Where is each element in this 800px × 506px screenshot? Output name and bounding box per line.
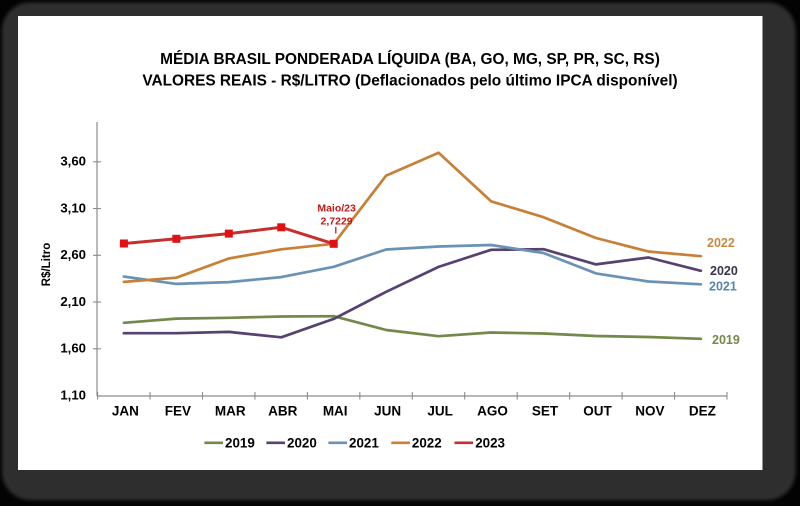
svg-text:VALORES REAIS - R$/LITRO (Defl: VALORES REAIS - R$/LITRO (Deflacionados … (142, 72, 677, 89)
svg-text:2020: 2020 (710, 264, 738, 278)
svg-text:MÉDIA BRASIL PONDERADA LÍQUIDA: MÉDIA BRASIL PONDERADA LÍQUIDA (BA, GO, … (160, 51, 660, 68)
svg-text:1,10: 1,10 (60, 388, 86, 403)
svg-text:2021: 2021 (709, 280, 737, 294)
svg-text:OUT: OUT (583, 404, 612, 419)
svg-text:2023: 2023 (475, 436, 505, 451)
svg-text:JAN: JAN (112, 404, 139, 419)
svg-text:JUL: JUL (427, 404, 453, 419)
svg-text:2019: 2019 (225, 436, 255, 451)
svg-text:R$/Litro: R$/Litro (41, 243, 53, 286)
svg-text:MAR: MAR (215, 404, 246, 419)
svg-text:2022: 2022 (412, 436, 442, 451)
svg-text:2021: 2021 (349, 436, 379, 451)
svg-text:AGO: AGO (477, 404, 508, 419)
svg-text:Maio/23: Maio/23 (317, 203, 356, 215)
svg-text:2,10: 2,10 (60, 294, 86, 309)
svg-text:ABR: ABR (268, 404, 297, 419)
svg-text:DEZ: DEZ (689, 404, 716, 419)
svg-text:SET: SET (532, 404, 559, 419)
svg-text:3,60: 3,60 (60, 154, 86, 169)
svg-text:2,60: 2,60 (60, 247, 86, 262)
svg-text:2,7229: 2,7229 (321, 215, 353, 227)
svg-text:2020: 2020 (287, 436, 317, 451)
svg-text:2022: 2022 (707, 236, 735, 250)
svg-text:3,10: 3,10 (60, 200, 86, 215)
svg-text:JUN: JUN (374, 404, 401, 419)
svg-text:2019: 2019 (712, 333, 740, 347)
svg-text:MAI: MAI (323, 404, 348, 419)
svg-text:FEV: FEV (165, 404, 191, 419)
svg-text:NOV: NOV (635, 404, 664, 419)
svg-text:1,60: 1,60 (60, 341, 86, 356)
